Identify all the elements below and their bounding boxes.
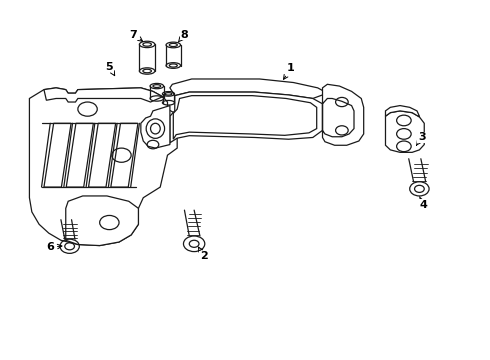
Polygon shape: [89, 123, 116, 187]
Polygon shape: [322, 84, 364, 145]
Polygon shape: [170, 92, 322, 143]
Polygon shape: [29, 88, 177, 246]
Text: 7: 7: [130, 30, 143, 41]
Text: 2: 2: [198, 247, 208, 261]
Polygon shape: [173, 96, 317, 139]
Polygon shape: [44, 88, 163, 102]
Text: 5: 5: [105, 62, 115, 76]
Polygon shape: [141, 105, 170, 148]
Polygon shape: [111, 123, 138, 187]
Text: 4: 4: [419, 197, 427, 210]
Text: 8: 8: [178, 30, 188, 42]
Polygon shape: [386, 111, 424, 152]
Polygon shape: [66, 196, 138, 246]
Polygon shape: [44, 123, 71, 187]
Text: 6: 6: [47, 242, 62, 252]
Text: 1: 1: [284, 63, 295, 79]
Polygon shape: [170, 79, 327, 99]
Polygon shape: [66, 123, 94, 187]
Text: 3: 3: [416, 132, 426, 145]
Polygon shape: [386, 105, 419, 117]
